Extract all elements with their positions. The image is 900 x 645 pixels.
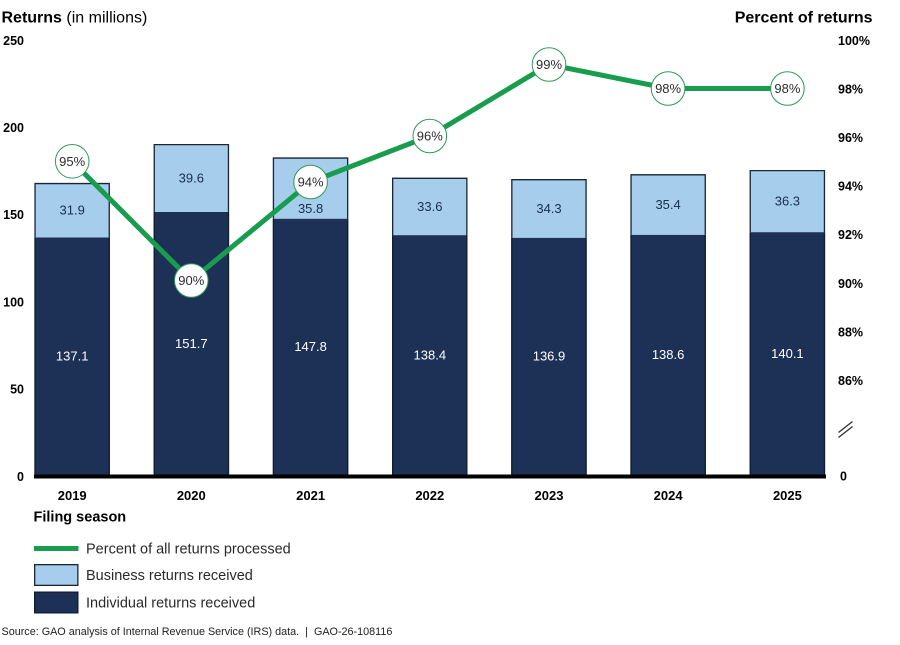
svg-text:39.6: 39.6 (179, 171, 204, 186)
svg-text:147.8: 147.8 (294, 339, 327, 354)
svg-text:2019: 2019 (58, 488, 87, 503)
svg-text:90%: 90% (838, 277, 863, 291)
svg-text:92%: 92% (838, 228, 863, 242)
svg-text:250: 250 (3, 34, 24, 48)
svg-text:138.6: 138.6 (652, 347, 685, 362)
svg-text:138.4: 138.4 (414, 347, 447, 362)
svg-text:Source: GAO analysis of Intern: Source: GAO analysis of Internal Revenue… (2, 626, 393, 638)
svg-text:151.7: 151.7 (175, 336, 208, 351)
svg-text:90%: 90% (178, 273, 204, 288)
svg-text:137.1: 137.1 (56, 349, 89, 364)
svg-text:2025: 2025 (773, 488, 802, 503)
svg-text:Filing season: Filing season (34, 510, 127, 526)
svg-text:2021: 2021 (296, 488, 325, 503)
svg-text:2022: 2022 (415, 488, 444, 503)
svg-text:94%: 94% (838, 180, 863, 194)
svg-text:86%: 86% (838, 374, 863, 388)
svg-text:98%: 98% (655, 81, 681, 96)
svg-text:200: 200 (3, 121, 24, 135)
svg-text:88%: 88% (838, 325, 863, 339)
svg-text:98%: 98% (838, 82, 863, 96)
svg-text:100%: 100% (838, 34, 870, 48)
svg-text:98%: 98% (774, 81, 800, 96)
svg-text:0: 0 (840, 469, 847, 483)
svg-text:35.4: 35.4 (655, 197, 680, 212)
svg-text:Business returns received: Business returns received (86, 568, 253, 584)
svg-text:Returns (in millions): Returns (in millions) (2, 10, 148, 27)
svg-text:95%: 95% (59, 154, 85, 169)
svg-text:100: 100 (3, 296, 24, 310)
svg-text:96%: 96% (838, 131, 863, 145)
svg-text:Percent of all returns process: Percent of all returns processed (86, 542, 291, 558)
svg-text:31.9: 31.9 (60, 203, 85, 218)
svg-text:Percent of returns: Percent of returns (735, 10, 873, 27)
svg-text:34.3: 34.3 (536, 201, 561, 216)
svg-text:35.8: 35.8 (298, 201, 323, 216)
svg-text:99%: 99% (536, 57, 562, 72)
svg-text:2024: 2024 (654, 488, 684, 503)
svg-text:140.1: 140.1 (771, 346, 804, 361)
svg-text:136.9: 136.9 (533, 349, 566, 364)
svg-text:2023: 2023 (535, 488, 564, 503)
svg-text:94%: 94% (298, 175, 324, 190)
svg-text:96%: 96% (417, 129, 443, 144)
svg-text:33.6: 33.6 (417, 199, 442, 214)
svg-text:36.3: 36.3 (775, 194, 800, 209)
svg-text:2020: 2020 (177, 488, 206, 503)
svg-text:50: 50 (10, 383, 24, 397)
svg-text:150: 150 (3, 208, 24, 222)
svg-text:0: 0 (17, 470, 24, 484)
svg-text:Individual returns received: Individual returns received (86, 596, 255, 612)
